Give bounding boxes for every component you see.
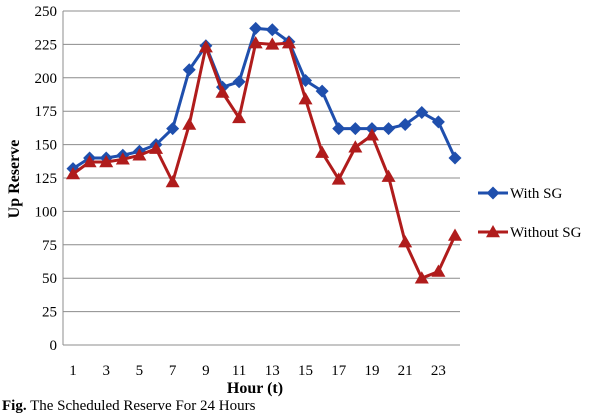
y-tick-label-125: 125 xyxy=(35,171,58,187)
data-point-without-sg-13 xyxy=(265,37,280,50)
y-tick-label-50: 50 xyxy=(42,271,57,287)
y-tick-label-175: 175 xyxy=(35,104,58,120)
x-tick-label-7: 7 xyxy=(169,363,177,379)
x-tick-label-11: 11 xyxy=(232,363,246,379)
x-axis-ticks: 1 3 5 7 9 11 13 15 17 19 21 23 xyxy=(69,363,446,379)
data-point-with-sg-21 xyxy=(398,118,412,132)
legend-label-without-sg: Without SG xyxy=(510,225,582,241)
figure-caption: Fig. The Scheduled Reserve For 24 Hours xyxy=(2,398,462,416)
x-tick-label-9: 9 xyxy=(202,363,210,379)
caption-label: Fig. xyxy=(2,398,27,414)
data-point-with-sg-17 xyxy=(332,122,346,136)
caption-text: The Scheduled Reserve For 24 Hours xyxy=(30,398,256,414)
y-tick-label-250: 250 xyxy=(35,4,58,20)
data-point-without-sg-8 xyxy=(182,117,197,130)
data-point-without-sg-15 xyxy=(298,92,313,105)
y-tick-label-150: 150 xyxy=(35,138,58,154)
data-point-with-sg-24 xyxy=(448,151,462,165)
data-point-without-sg-24 xyxy=(448,228,462,241)
data-point-with-sg-12 xyxy=(249,21,263,35)
data-point-without-sg-22 xyxy=(414,271,429,284)
data-point-with-sg-7 xyxy=(166,122,180,136)
data-point-without-sg-4 xyxy=(115,152,130,165)
data-point-without-sg-11 xyxy=(232,110,247,124)
x-tick-label-21: 21 xyxy=(398,363,413,379)
legend-marker-with-sg xyxy=(486,186,500,200)
y-axis-ticks: 0 25 50 75 100 125 150 175 200 225 250 xyxy=(35,4,58,354)
y-tick-label-200: 200 xyxy=(35,71,58,87)
legend-marker-without-sg xyxy=(486,225,500,238)
data-point-without-sg-14 xyxy=(281,36,296,49)
data-point-with-sg-16 xyxy=(315,84,329,98)
data-point-without-sg-5 xyxy=(132,148,147,161)
y-tick-label-225: 225 xyxy=(35,37,58,53)
data-point-with-sg-11 xyxy=(232,75,246,89)
data-point-without-sg-10 xyxy=(215,85,230,98)
data-point-without-sg-21 xyxy=(398,235,413,248)
x-tick-label-5: 5 xyxy=(136,363,144,379)
x-tick-label-17: 17 xyxy=(331,363,347,379)
y-tick-label-25: 25 xyxy=(42,305,57,321)
y-tick-label-75: 75 xyxy=(42,238,57,254)
data-point-without-sg-23 xyxy=(431,264,446,277)
data-point-without-sg-2 xyxy=(82,154,97,168)
x-tick-label-3: 3 xyxy=(102,363,110,379)
y-tick-label-100: 100 xyxy=(35,204,58,220)
data-point-without-sg-19 xyxy=(364,128,379,141)
data-point-with-sg-22 xyxy=(415,106,429,120)
data-point-with-sg-23 xyxy=(431,115,445,129)
series-without-sg xyxy=(66,36,462,284)
data-point-without-sg-3 xyxy=(99,154,114,168)
data-point-without-sg-12 xyxy=(248,36,263,49)
data-point-without-sg-20 xyxy=(381,169,396,182)
data-point-with-sg-20 xyxy=(382,122,396,136)
legend: With SG Without SG xyxy=(478,186,582,241)
x-tick-label-15: 15 xyxy=(298,363,313,379)
data-point-with-sg-18 xyxy=(348,122,362,136)
series-layer xyxy=(66,21,462,284)
x-tick-label-23: 23 xyxy=(431,363,446,379)
x-tick-label-13: 13 xyxy=(265,363,280,379)
data-point-with-sg-13 xyxy=(265,23,279,37)
y-tick-label-0: 0 xyxy=(50,338,58,354)
y-axis-title: Up Reserve xyxy=(6,140,23,219)
data-point-without-sg-6 xyxy=(149,141,164,154)
series-line-without-sg xyxy=(72,41,457,280)
x-tick-label-1: 1 xyxy=(69,363,77,379)
gridlines xyxy=(62,10,460,346)
data-point-without-sg-16 xyxy=(315,145,330,158)
data-point-without-sg-7 xyxy=(165,175,180,188)
data-point-without-sg-9 xyxy=(198,40,213,53)
x-tick-label-19: 19 xyxy=(364,363,379,379)
data-point-without-sg-18 xyxy=(348,140,363,153)
data-point-without-sg-17 xyxy=(331,172,346,185)
series-line-with-sg xyxy=(72,26,457,170)
x-axis-title: Hour (t) xyxy=(227,380,283,397)
legend-label-with-sg: With SG xyxy=(510,186,562,202)
data-point-without-sg-1 xyxy=(66,166,80,180)
data-point-with-sg-8 xyxy=(182,63,196,77)
